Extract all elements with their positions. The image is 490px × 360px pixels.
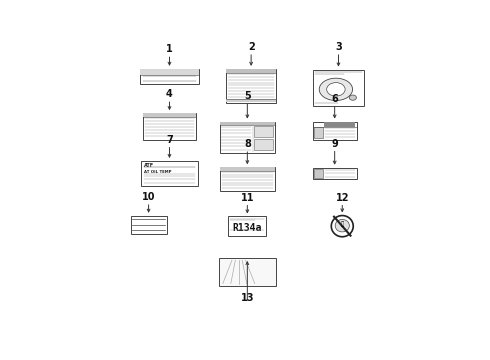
Bar [143, 113, 196, 140]
Text: ✋: ✋ [341, 221, 344, 227]
Bar [143, 113, 196, 117]
Bar [220, 167, 275, 191]
Bar [313, 122, 357, 140]
Bar [254, 126, 272, 138]
Text: 8: 8 [244, 139, 251, 149]
Bar [141, 161, 198, 186]
Bar [313, 168, 357, 179]
Text: 12: 12 [336, 193, 349, 203]
Text: AT OIL TEMP: AT OIL TEMP [144, 170, 172, 174]
Text: 9: 9 [331, 139, 338, 149]
Text: 7: 7 [166, 135, 173, 145]
Ellipse shape [335, 219, 349, 232]
Text: 4: 4 [166, 89, 173, 99]
Ellipse shape [331, 216, 353, 237]
Bar [226, 69, 276, 103]
Bar [220, 122, 275, 153]
Bar [220, 122, 275, 125]
Bar [219, 258, 276, 286]
Text: 11: 11 [241, 193, 254, 203]
Bar [314, 127, 323, 138]
Bar [228, 216, 267, 236]
Text: 2: 2 [248, 42, 254, 52]
Bar [254, 139, 272, 150]
Bar [140, 69, 199, 84]
Bar [313, 69, 364, 105]
Text: 5: 5 [244, 91, 251, 102]
Bar [130, 216, 167, 234]
Text: ATF: ATF [144, 163, 154, 168]
Bar [226, 99, 276, 102]
Text: R134a: R134a [233, 223, 262, 233]
Text: 1: 1 [166, 44, 173, 54]
Ellipse shape [319, 78, 353, 100]
Bar [314, 169, 323, 178]
Bar [226, 69, 276, 73]
Text: 10: 10 [142, 192, 155, 202]
Text: 13: 13 [241, 293, 254, 303]
Text: 6: 6 [331, 94, 338, 104]
Text: 3: 3 [335, 42, 342, 52]
Circle shape [349, 95, 356, 100]
Bar [220, 167, 275, 171]
Circle shape [327, 82, 345, 96]
Bar [324, 122, 355, 127]
Bar [140, 69, 199, 75]
